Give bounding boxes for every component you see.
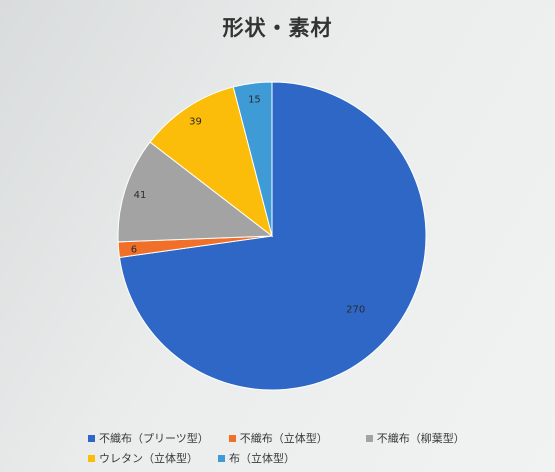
legend-swatch-willow-leaf (365, 434, 373, 442)
pie-slice-cloth (232, 81, 273, 237)
legend-label-nonwoven-3d: 不織布（立体型） (239, 432, 328, 445)
chart-title: 形状・素材 (222, 16, 333, 40)
legend-item-willow-leaf: 不織布（柳葉型） (365, 430, 465, 446)
pie-slice-willow-leaf (117, 141, 274, 243)
legend-item-urethane: ウレタン（立体型） (88, 450, 198, 466)
legend-row-1: 不織布（プリーツ型） 不織布（立体型） 不織布（柳葉型） (88, 428, 528, 448)
legend-row-2: ウレタン（立体型） 布（立体型） (88, 448, 528, 468)
legend-swatch-cloth (218, 454, 225, 462)
pie-slice-urethane (149, 86, 273, 238)
legend-label-urethane: ウレタン（立体型） (99, 452, 198, 465)
legend-label-cloth: 布（立体型） (229, 452, 295, 465)
data-label-cloth: 15 (248, 95, 261, 106)
legend-item-nonwoven-3d: 不織布（立体型） (228, 430, 328, 446)
legend-swatch-nonwoven-3d (228, 434, 236, 442)
data-label-urethane: 39 (189, 116, 202, 127)
legend-swatch-urethane (88, 454, 95, 462)
data-label-pleats: 270 (346, 305, 365, 316)
legend-item-cloth: 布（立体型） (218, 450, 295, 466)
legend-item-pleats: 不織布（プリーツ型） (88, 430, 209, 446)
legend-label-pleats: 不織布（プリーツ型） (99, 432, 209, 445)
data-label-willow-leaf: 41 (134, 190, 147, 201)
data-label-nonwoven-3d: 6 (131, 244, 137, 255)
legend: 不織布（プリーツ型） 不織布（立体型） 不織布（柳葉型） ウレタン（立体型） 布… (88, 428, 528, 468)
legend-swatch-pleats (88, 434, 95, 442)
legend-label-willow-leaf: 不織布（柳葉型） (376, 432, 465, 445)
